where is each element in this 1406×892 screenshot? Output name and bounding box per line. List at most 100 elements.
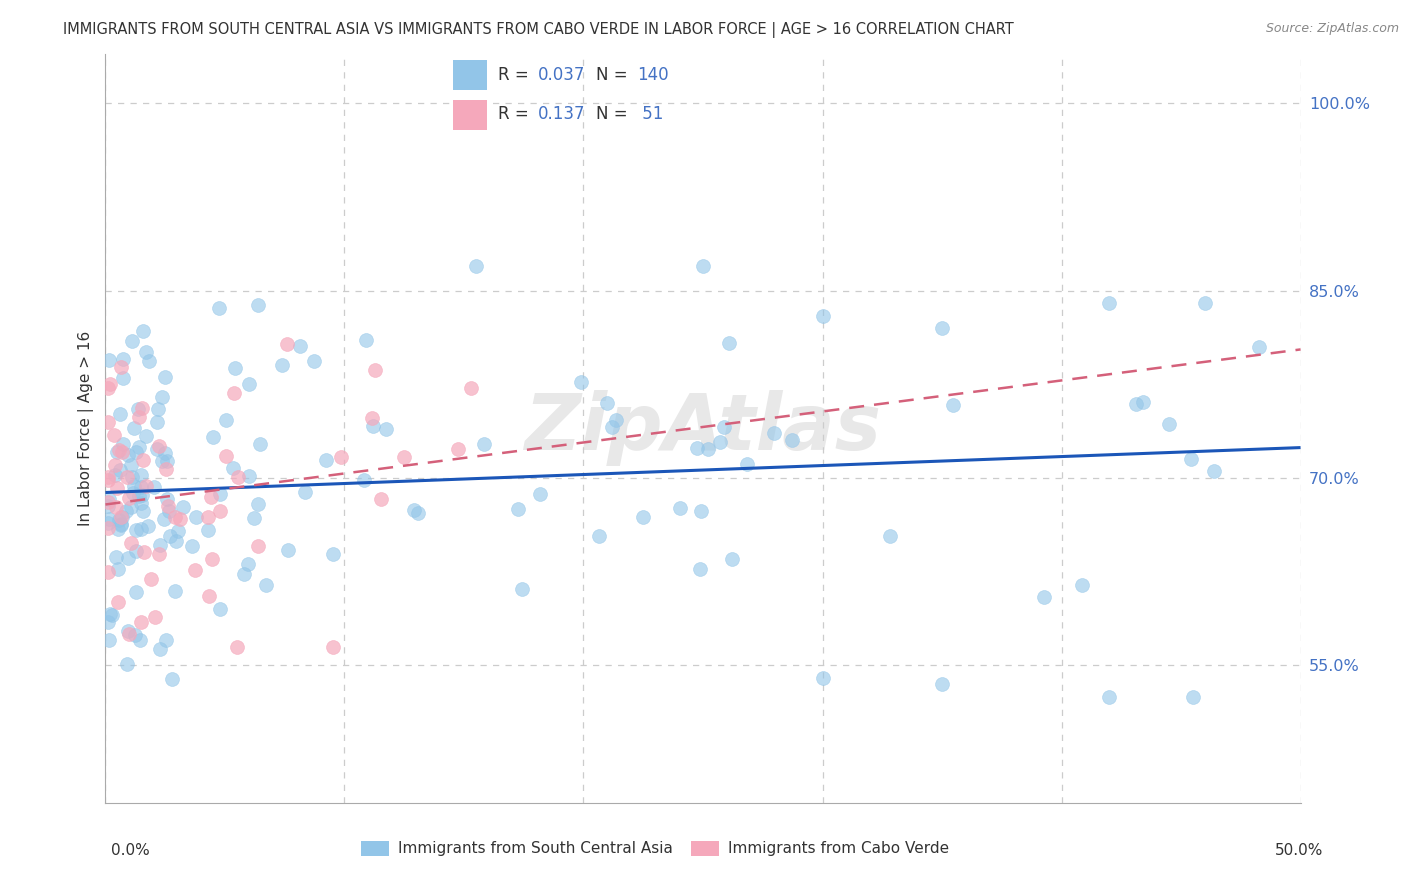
Point bbox=[460, 381, 482, 395]
Point bbox=[118, 491, 141, 505]
Point bbox=[110, 516, 132, 531]
Point bbox=[110, 360, 132, 375]
Point bbox=[198, 589, 221, 603]
Point bbox=[172, 500, 194, 514]
Point bbox=[215, 449, 238, 463]
Point bbox=[120, 458, 142, 473]
Point bbox=[105, 500, 128, 515]
Point bbox=[224, 385, 246, 400]
Point bbox=[97, 615, 120, 629]
Point bbox=[605, 413, 627, 427]
Point bbox=[127, 401, 149, 416]
Point bbox=[692, 259, 714, 273]
Point bbox=[131, 453, 153, 467]
Point bbox=[184, 563, 207, 577]
Point bbox=[942, 398, 965, 412]
Point bbox=[112, 351, 135, 366]
Point bbox=[104, 458, 127, 472]
Point bbox=[124, 628, 146, 642]
Point bbox=[124, 523, 146, 537]
Text: R =: R = bbox=[498, 66, 533, 84]
Point bbox=[353, 473, 375, 487]
Point bbox=[721, 551, 744, 566]
Point bbox=[129, 522, 152, 536]
Text: 0.037: 0.037 bbox=[538, 66, 585, 84]
Text: IMMIGRANTS FROM SOUTH CENTRAL ASIA VS IMMIGRANTS FROM CABO VERDE IN LABOR FORCE : IMMIGRANTS FROM SOUTH CENTRAL ASIA VS IM… bbox=[63, 22, 1014, 38]
Point bbox=[709, 435, 731, 450]
Point bbox=[122, 479, 145, 493]
Point bbox=[330, 450, 353, 465]
Point bbox=[107, 562, 129, 576]
Point bbox=[107, 595, 129, 609]
Point bbox=[111, 509, 134, 524]
Point bbox=[115, 504, 138, 518]
Point bbox=[115, 469, 138, 483]
Point bbox=[737, 457, 759, 471]
Point bbox=[129, 615, 152, 629]
Point bbox=[208, 301, 231, 316]
Bar bbox=[453, 61, 486, 90]
Point bbox=[222, 460, 245, 475]
Point bbox=[131, 401, 153, 415]
Point bbox=[143, 610, 166, 624]
Point bbox=[208, 504, 231, 518]
Point bbox=[1180, 452, 1202, 467]
Point bbox=[931, 321, 953, 335]
Point bbox=[125, 543, 148, 558]
Point bbox=[117, 449, 139, 463]
Point bbox=[225, 640, 249, 654]
Point bbox=[142, 480, 165, 494]
Point bbox=[108, 442, 131, 457]
Point bbox=[135, 345, 157, 359]
Point bbox=[166, 524, 188, 538]
Point bbox=[1181, 690, 1204, 704]
Point bbox=[697, 442, 720, 457]
Point bbox=[157, 504, 180, 518]
Point bbox=[270, 358, 292, 372]
Point bbox=[370, 492, 392, 507]
Point bbox=[392, 450, 415, 464]
Point bbox=[713, 420, 735, 434]
Point bbox=[108, 463, 131, 477]
Point bbox=[97, 495, 120, 509]
Point bbox=[1132, 395, 1154, 409]
Point bbox=[1071, 578, 1094, 592]
Point bbox=[246, 497, 269, 511]
Text: N =: N = bbox=[596, 105, 633, 123]
Legend: Immigrants from South Central Asia, Immigrants from Cabo Verde: Immigrants from South Central Asia, Immi… bbox=[356, 835, 955, 863]
Point bbox=[1249, 340, 1271, 354]
Point bbox=[149, 642, 172, 657]
Point bbox=[120, 536, 142, 550]
Point bbox=[249, 436, 271, 450]
Point bbox=[104, 468, 127, 483]
Point bbox=[1202, 464, 1225, 478]
Point bbox=[97, 473, 120, 487]
Point bbox=[931, 677, 953, 691]
Point bbox=[294, 484, 316, 499]
Point bbox=[243, 511, 266, 525]
Point bbox=[97, 499, 120, 513]
Point bbox=[124, 421, 146, 435]
Point bbox=[254, 578, 277, 592]
Point bbox=[668, 501, 690, 516]
Point bbox=[98, 353, 121, 368]
Point bbox=[447, 442, 470, 456]
Point bbox=[145, 415, 167, 429]
Point bbox=[276, 337, 298, 351]
Point bbox=[200, 490, 222, 504]
Point bbox=[107, 482, 129, 496]
Text: 50.0%: 50.0% bbox=[1275, 843, 1323, 858]
Y-axis label: In Labor Force | Age > 16: In Labor Force | Age > 16 bbox=[79, 331, 94, 525]
Point bbox=[322, 547, 344, 561]
Point bbox=[689, 503, 711, 517]
Point bbox=[156, 499, 179, 513]
Point bbox=[128, 489, 150, 503]
Point bbox=[128, 410, 150, 425]
Point bbox=[132, 544, 155, 558]
Point bbox=[246, 540, 269, 554]
Point bbox=[129, 480, 152, 494]
Point bbox=[169, 511, 191, 525]
Point bbox=[201, 430, 224, 444]
Point bbox=[1194, 296, 1216, 310]
Point bbox=[233, 567, 256, 582]
